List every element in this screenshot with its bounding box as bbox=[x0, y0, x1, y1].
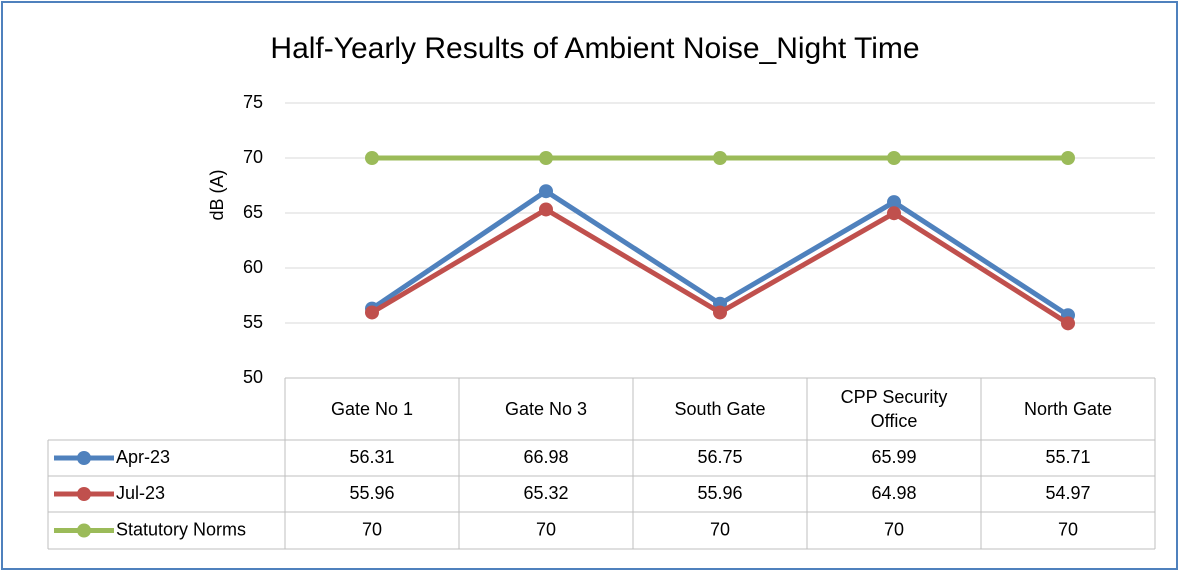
table-value: 64.98 bbox=[871, 483, 916, 503]
table-value: 70 bbox=[884, 519, 904, 539]
x-tick-label: North Gate bbox=[1023, 399, 1113, 419]
category-cell: North Gate bbox=[1023, 399, 1113, 419]
point bbox=[713, 151, 727, 165]
table-value: 70 bbox=[710, 519, 730, 539]
point bbox=[539, 184, 553, 199]
x-tick-label: South Gate bbox=[674, 399, 766, 419]
table-value: 70 bbox=[536, 519, 556, 539]
table-value: 55.96 bbox=[349, 483, 394, 503]
point bbox=[365, 305, 379, 320]
legend-marker bbox=[77, 487, 91, 501]
table-value: 70 bbox=[1058, 519, 1078, 539]
legend-label: Jul-23 bbox=[116, 483, 165, 503]
x-tick-label: Gate No 1 bbox=[330, 399, 414, 419]
legend-marker bbox=[77, 523, 91, 538]
point bbox=[1061, 151, 1075, 165]
y-tick-label: 65 bbox=[243, 202, 263, 222]
y-tick-label: 75 bbox=[243, 92, 263, 112]
chart-title: Half-Yearly Results of Ambient Noise_Nig… bbox=[270, 32, 919, 65]
table-value: 65.99 bbox=[871, 447, 916, 467]
table-value: 56.75 bbox=[697, 447, 742, 467]
table-value: 55.71 bbox=[1045, 447, 1090, 467]
point bbox=[365, 151, 379, 165]
table-value: 56.31 bbox=[349, 447, 394, 467]
y-tick-label: 50 bbox=[243, 367, 263, 387]
y-tick-label: 60 bbox=[243, 257, 263, 277]
x-tick-label: CPP Security Office bbox=[840, 387, 948, 431]
point bbox=[713, 305, 727, 320]
y-axis-label: dB (A) bbox=[207, 169, 227, 220]
legend-label: Statutory Norms bbox=[116, 519, 246, 539]
point bbox=[887, 206, 901, 221]
point bbox=[1061, 316, 1075, 331]
table-value: 54.97 bbox=[1045, 483, 1090, 503]
category-cell: Gate No 1 bbox=[330, 399, 414, 419]
point bbox=[539, 151, 553, 165]
y-tick-label: 55 bbox=[243, 312, 263, 332]
table-value: 66.98 bbox=[523, 447, 568, 467]
table-value: 70 bbox=[362, 519, 382, 539]
category-cell: South Gate bbox=[674, 399, 766, 419]
point bbox=[539, 202, 553, 217]
x-tick-label: Gate No 3 bbox=[504, 399, 588, 419]
legend-label: Apr-23 bbox=[116, 447, 170, 467]
y-tick-label: 70 bbox=[243, 147, 263, 167]
table-value: 55.96 bbox=[697, 483, 742, 503]
point bbox=[887, 151, 901, 165]
point bbox=[887, 195, 901, 210]
legend-marker bbox=[77, 451, 91, 465]
category-cell: Gate No 3 bbox=[504, 399, 588, 419]
category-cell: CPP Security Office bbox=[840, 387, 948, 431]
table-value: 65.32 bbox=[523, 483, 568, 503]
